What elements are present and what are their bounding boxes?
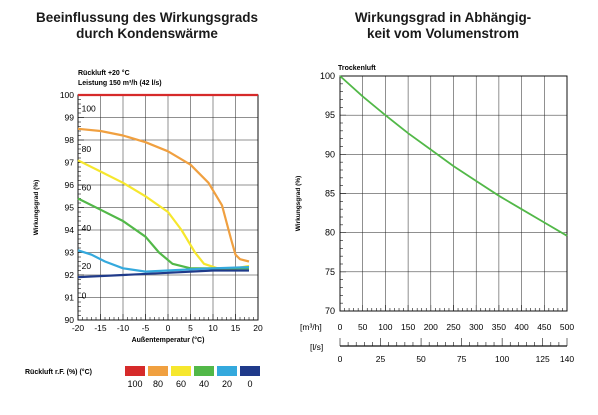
legend-label: 40 [199, 379, 209, 389]
y-axis-label: Wirkungsgrad (%) [33, 180, 40, 236]
x-axis2-tick-label: 100 [495, 354, 509, 364]
series-label: 100 [82, 104, 96, 114]
legend-label: 0 [247, 379, 252, 389]
chart-subtitle: Rückluft +20 °C [78, 69, 130, 77]
x-axis1-unit: [m³/h] [300, 322, 322, 332]
legend-label: 60 [176, 379, 186, 389]
x-axis2-tick-label: 75 [457, 354, 467, 364]
left-chart-title: Beeinflussung des Wirkungsgrads durch Ko… [36, 10, 258, 41]
legend-label: 80 [153, 379, 163, 389]
x-axis1-tick-label: 300 [469, 322, 483, 332]
x-axis1-tick-label: 500 [560, 322, 574, 332]
x-tick-label: -20 [72, 323, 85, 333]
x-axis1-tick-label: 100 [378, 322, 392, 332]
chart-annotation: Trockenluft [338, 65, 376, 72]
x-axis1-tick-label: 350 [492, 322, 506, 332]
y-tick-label: 93 [65, 248, 75, 258]
y-tick-label: 90 [65, 315, 75, 325]
x-axis2-unit: [l/s] [310, 342, 323, 352]
y-tick-label: 97 [65, 158, 75, 168]
x-axis2-tick-label: 25 [376, 354, 386, 364]
y-axis-label: Wirkungsgrad (%) [295, 176, 302, 232]
x-tick-label: 10 [208, 323, 218, 333]
right-chart-title: Wirkungsgrad in Abhängig- keit vom Volum… [354, 10, 532, 41]
x-axis2-tick-label: 50 [416, 354, 426, 364]
x-axis2-tick-label: 140 [560, 354, 574, 364]
y-tick-label: 100 [320, 71, 335, 81]
x-axis1-tick-label: 450 [537, 322, 551, 332]
chart-subtitle: Leistung 150 m³/h (42 l/s) [78, 80, 162, 87]
y-tick-label: 92 [65, 270, 75, 280]
x-axis1-tick-label: 200 [424, 322, 438, 332]
series-line-80 [77, 127, 250, 263]
y-tick-label: 100 [60, 90, 74, 100]
x-axis2-tick-label: 125 [536, 354, 550, 364]
y-tick-label: 95 [65, 203, 75, 213]
x-tick-label: 20 [253, 323, 263, 333]
x-axis1-tick-label: 150 [401, 322, 415, 332]
series-line-efficiency [339, 75, 568, 237]
series-line-20 [77, 249, 250, 273]
y-tick-label: 95 [325, 110, 335, 120]
legend-swatch [171, 366, 191, 376]
x-axis1-tick-label: 0 [338, 322, 343, 332]
x-axis2-tick-label: 0 [338, 354, 343, 364]
x-axis1-tick-label: 250 [446, 322, 460, 332]
y-tick-label: 80 [325, 228, 335, 238]
x-tick-label: 0 [166, 323, 171, 333]
legend-swatch [125, 366, 145, 376]
y-tick-label: 90 [325, 149, 335, 159]
x-tick-label: -15 [94, 323, 107, 333]
series-label: 40 [82, 223, 92, 233]
legend-swatch [194, 366, 214, 376]
series-label: 20 [82, 261, 92, 271]
x-tick-label: 15 [231, 323, 241, 333]
x-tick-label: 5 [188, 323, 193, 333]
y-tick-label: 94 [65, 225, 75, 235]
legend-swatch [240, 366, 260, 376]
legend-label: 100 [127, 379, 142, 389]
y-tick-label: 70 [325, 306, 335, 316]
series-line-0 [77, 269, 249, 279]
x-tick-label: -10 [117, 323, 130, 333]
series-label: 80 [82, 144, 92, 154]
x-axis-label: Außentemperatur (°C) [132, 336, 205, 344]
y-tick-label: 96 [65, 180, 75, 190]
y-tick-label: 99 [65, 113, 75, 123]
legend-label: 20 [222, 379, 232, 389]
legend-title: Rückluft r.F. (%) (°C) [25, 368, 92, 376]
y-tick-label: 98 [65, 135, 75, 145]
y-tick-label: 91 [65, 293, 75, 303]
x-axis1-tick-label: 400 [515, 322, 529, 332]
series-label: 0 [82, 290, 87, 300]
x-axis1-tick-label: 50 [358, 322, 368, 332]
series-label: 60 [82, 182, 92, 192]
y-tick-label: 85 [325, 189, 335, 199]
legend-swatch [148, 366, 168, 376]
legend-swatch [217, 366, 237, 376]
y-tick-label: 75 [325, 267, 335, 277]
x-tick-label: -5 [142, 323, 150, 333]
